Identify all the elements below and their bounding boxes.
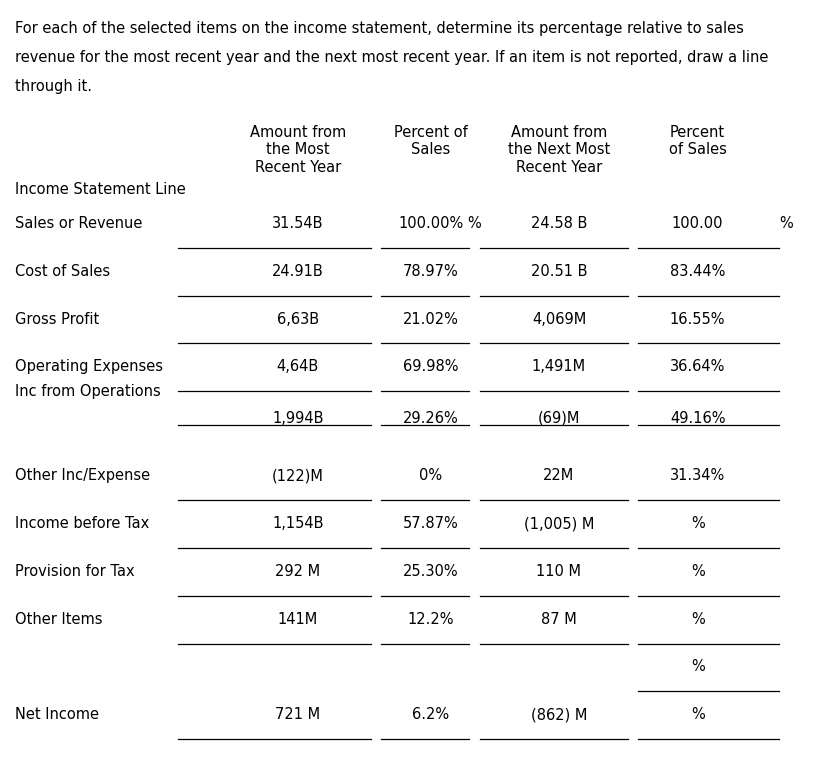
Text: %: %	[691, 659, 704, 675]
Text: 29.26%: 29.26%	[403, 411, 459, 426]
Text: 110 M: 110 M	[536, 564, 582, 579]
Text: 22M: 22M	[543, 468, 574, 484]
Text: 1,994B: 1,994B	[272, 411, 324, 426]
Text: 78.97%: 78.97%	[403, 264, 459, 279]
Text: 721 M: 721 M	[275, 707, 321, 722]
Text: Income Statement Line: Income Statement Line	[15, 182, 185, 197]
Text: 25.30%: 25.30%	[403, 564, 459, 579]
Text: 24.91B: 24.91B	[272, 264, 324, 279]
Text: %: %	[691, 516, 704, 531]
Text: (122)M: (122)M	[272, 468, 324, 484]
Text: 6.2%: 6.2%	[412, 707, 450, 722]
Text: %: %	[691, 564, 704, 579]
Text: Provision for Tax: Provision for Tax	[15, 564, 135, 579]
Text: Operating Expenses: Operating Expenses	[15, 359, 162, 374]
Text: 1,491M: 1,491M	[532, 359, 586, 374]
Text: Other Inc/Expense: Other Inc/Expense	[15, 468, 150, 484]
Text: 4,069M: 4,069M	[532, 312, 586, 327]
Text: 6,63B: 6,63B	[277, 312, 319, 327]
Text: Inc from Operations: Inc from Operations	[15, 384, 161, 399]
Text: 141M: 141M	[277, 612, 318, 627]
Text: %: %	[779, 216, 793, 231]
Text: %: %	[691, 612, 704, 627]
Text: 21.02%: 21.02%	[403, 312, 459, 327]
Text: 87 M: 87 M	[541, 612, 577, 627]
Text: Gross Profit: Gross Profit	[15, 312, 99, 327]
Text: 292 M: 292 M	[275, 564, 321, 579]
Text: 83.44%: 83.44%	[670, 264, 725, 279]
Text: 69.98%: 69.98%	[403, 359, 459, 374]
Text: 31.54B: 31.54B	[272, 216, 324, 231]
Text: Percent of
Sales: Percent of Sales	[394, 125, 468, 158]
Text: (1,005) M: (1,005) M	[524, 516, 594, 531]
Text: through it.: through it.	[15, 79, 91, 94]
Text: (862) M: (862) M	[530, 707, 588, 722]
Text: Percent
of Sales: Percent of Sales	[669, 125, 726, 158]
Text: %: %	[691, 707, 704, 722]
Text: Other Items: Other Items	[15, 612, 102, 627]
Text: %: %	[468, 216, 481, 231]
Text: For each of the selected items on the income statement, determine its percentage: For each of the selected items on the in…	[15, 21, 743, 36]
Text: 100.00: 100.00	[672, 216, 724, 231]
Text: Amount from
the Next Most
Recent Year: Amount from the Next Most Recent Year	[508, 125, 610, 175]
Text: 16.55%: 16.55%	[670, 312, 725, 327]
Text: 100.00%: 100.00%	[398, 216, 463, 231]
Text: 36.64%: 36.64%	[670, 359, 725, 374]
Text: 49.16%: 49.16%	[670, 411, 725, 426]
Text: (69)M: (69)M	[538, 411, 580, 426]
Text: 31.34%: 31.34%	[670, 468, 725, 484]
Text: 24.58 B: 24.58 B	[530, 216, 588, 231]
Text: Income before Tax: Income before Tax	[15, 516, 149, 531]
Text: Sales or Revenue: Sales or Revenue	[15, 216, 142, 231]
Text: 1,154B: 1,154B	[272, 516, 324, 531]
Text: Cost of Sales: Cost of Sales	[15, 264, 110, 279]
Text: 57.87%: 57.87%	[403, 516, 459, 531]
Text: 4,64B: 4,64B	[277, 359, 319, 374]
Text: revenue for the most recent year and the next most recent year. If an item is no: revenue for the most recent year and the…	[15, 50, 768, 65]
Text: Amount from
the Most
Recent Year: Amount from the Most Recent Year	[250, 125, 346, 175]
Text: Net Income: Net Income	[15, 707, 99, 722]
Text: 20.51 B: 20.51 B	[530, 264, 588, 279]
Text: 12.2%: 12.2%	[408, 612, 454, 627]
Text: 0%: 0%	[419, 468, 442, 484]
